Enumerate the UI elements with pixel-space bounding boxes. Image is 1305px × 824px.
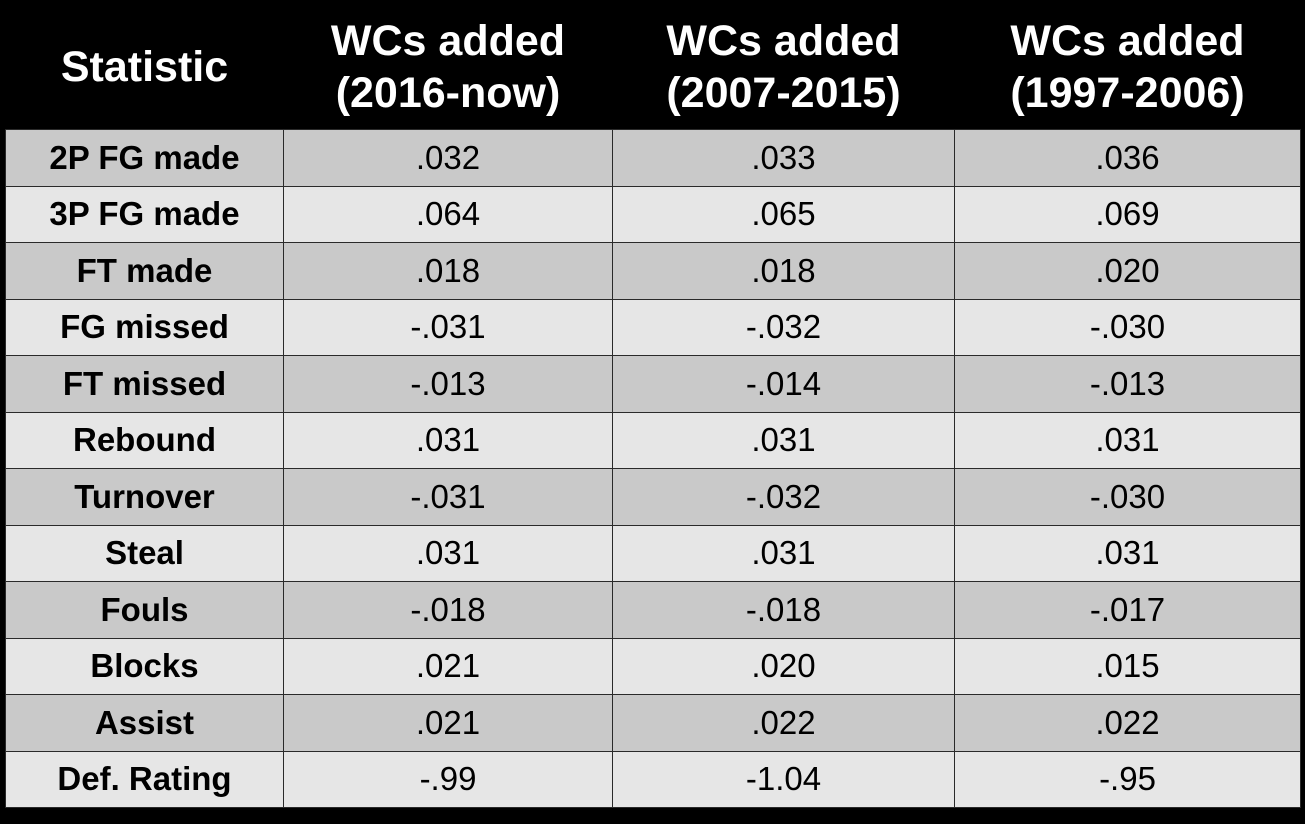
- header-2007-line2: (2007-2015): [666, 69, 901, 117]
- table-row: Fouls -.018 -.018 -.017: [5, 581, 1301, 639]
- value-2016-now-cell: -.013: [283, 355, 613, 413]
- stat-label-cell: Fouls: [5, 581, 284, 639]
- value-2016-now-cell: .018: [283, 242, 613, 300]
- value-2007-2015-cell: -.014: [612, 355, 955, 413]
- header-2007-2015: WCs added (2007-2015): [612, 5, 955, 130]
- value-2007-2015-cell: .022: [612, 694, 955, 752]
- table-row: FG missed -.031 -.032 -.030: [5, 298, 1301, 356]
- header-1997-line2: (1997-2006): [1010, 69, 1245, 117]
- value-2016-now-cell: -.031: [283, 468, 613, 526]
- value-1997-2006-cell: .031: [954, 524, 1301, 582]
- value-2007-2015-cell: -.018: [612, 581, 955, 639]
- stat-label-cell: 3P FG made: [5, 185, 284, 243]
- header-2007-line1: WCs added: [666, 17, 901, 65]
- header-2016-now: WCs added (2016-now): [283, 5, 613, 130]
- value-1997-2006-cell: .020: [954, 242, 1301, 300]
- stat-label-cell: FT missed: [5, 355, 284, 413]
- value-2016-now-cell: .064: [283, 185, 613, 243]
- value-1997-2006-cell: .031: [954, 411, 1301, 469]
- value-2016-now-cell: -.018: [283, 581, 613, 639]
- table-row: Steal .031.031.031: [5, 524, 1301, 582]
- stat-label-cell: Assist: [5, 694, 284, 752]
- table-row: FT missed -.013 -.014 -.013: [5, 355, 1301, 413]
- value-1997-2006-cell: -.95: [954, 750, 1301, 808]
- table-row: FT made .018.018.020: [5, 242, 1301, 300]
- value-2007-2015-cell: .031: [612, 411, 955, 469]
- value-1997-2006-cell: -.017: [954, 581, 1301, 639]
- header-2016-line2: (2016-now): [335, 69, 561, 117]
- value-2016-now-cell: .021: [283, 637, 613, 695]
- value-2007-2015-cell: .020: [612, 637, 955, 695]
- value-1997-2006-cell: .069: [954, 185, 1301, 243]
- stat-label-cell: Blocks: [5, 637, 284, 695]
- table-row: 3P FG made .064.065.069: [5, 185, 1301, 243]
- stat-label-cell: Rebound: [5, 411, 284, 469]
- stat-label-cell: FG missed: [5, 298, 284, 356]
- stat-label-cell: Steal: [5, 524, 284, 582]
- stat-label-cell: Turnover: [5, 468, 284, 526]
- table-row: 2P FG made .032.033.036: [5, 129, 1301, 187]
- value-2016-now-cell: -.99: [283, 750, 613, 808]
- value-1997-2006-cell: .022: [954, 694, 1301, 752]
- value-2016-now-cell: .032: [283, 129, 613, 187]
- table-row: Turnover -.031 -.032 -.030: [5, 468, 1301, 526]
- value-2016-now-cell: -.031: [283, 298, 613, 356]
- value-2007-2015-cell: .031: [612, 524, 955, 582]
- value-2007-2015-cell: -1.04: [612, 750, 955, 808]
- value-2016-now-cell: .031: [283, 411, 613, 469]
- value-1997-2006-cell: -.030: [954, 468, 1301, 526]
- stat-label-cell: FT made: [5, 242, 284, 300]
- value-2007-2015-cell: .033: [612, 129, 955, 187]
- stats-table: Statistic WCs added (2016-now) WCs added…: [5, 5, 1301, 808]
- value-2007-2015-cell: .018: [612, 242, 955, 300]
- header-statistic: Statistic: [5, 5, 284, 130]
- table-row: Assist .021.022.022: [5, 694, 1301, 752]
- value-2007-2015-cell: -.032: [612, 468, 955, 526]
- value-2007-2015-cell: .065: [612, 185, 955, 243]
- stat-label-cell: 2P FG made: [5, 129, 284, 187]
- value-1997-2006-cell: -.030: [954, 298, 1301, 356]
- value-1997-2006-cell: .036: [954, 129, 1301, 187]
- value-1997-2006-cell: -.013: [954, 355, 1301, 413]
- value-2016-now-cell: .021: [283, 694, 613, 752]
- stat-label-cell: Def. Rating: [5, 750, 284, 808]
- header-1997-2006: WCs added (1997-2006): [954, 5, 1301, 130]
- table-row: Blocks .021.020.015: [5, 637, 1301, 695]
- header-1997-line1: WCs added: [1010, 17, 1245, 65]
- value-2007-2015-cell: -.032: [612, 298, 955, 356]
- value-1997-2006-cell: .015: [954, 637, 1301, 695]
- value-2016-now-cell: .031: [283, 524, 613, 582]
- header-row: Statistic WCs added (2016-now) WCs added…: [5, 5, 1301, 130]
- table-row: Def. Rating -.99 -1.04 -.95: [5, 750, 1301, 808]
- table-row: Rebound .031.031.031: [5, 411, 1301, 469]
- header-statistic-text: Statistic: [60, 43, 229, 91]
- header-2016-line1: WCs added: [330, 17, 566, 65]
